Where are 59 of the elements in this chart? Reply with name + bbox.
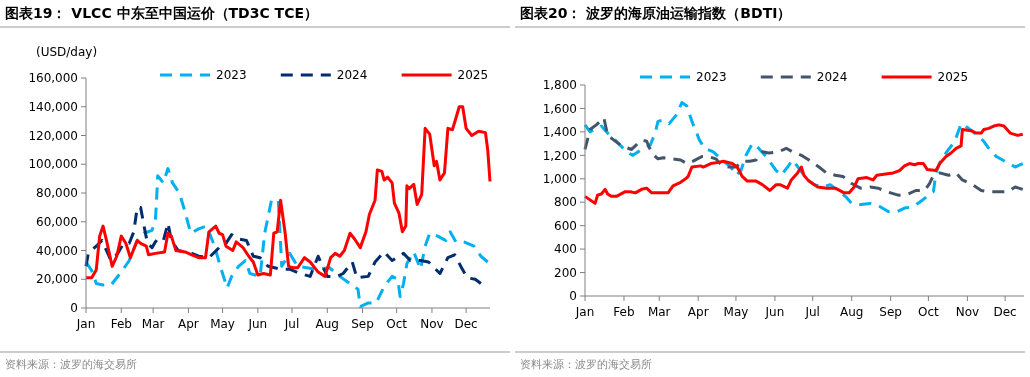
legend-label: 2024 bbox=[336, 68, 368, 83]
text: 资料来源：波罗的海交易所 bbox=[5, 358, 137, 371]
line-series bbox=[84, 205, 483, 286]
y-tick-label: 1,600 bbox=[542, 101, 577, 116]
x-tick-label: Apr bbox=[687, 305, 709, 319]
y-tick-label: 200 bbox=[554, 265, 577, 280]
x-tick-label: Nov bbox=[420, 317, 444, 331]
x-tick-label: Dec bbox=[993, 305, 1017, 319]
legend-label: 2023 bbox=[216, 68, 247, 83]
y-tick-label: 40,000 bbox=[36, 243, 78, 258]
y-tick-label: 0 bbox=[70, 301, 78, 316]
x-tick-label: Mar bbox=[647, 305, 671, 319]
x-tick-label: Jun bbox=[247, 317, 268, 331]
chart-title: 图表19： VLCC 中东至中国运价（TD3C TCE） bbox=[5, 5, 318, 21]
y-tick-label: 60,000 bbox=[36, 214, 78, 229]
x-tick-label: Jan bbox=[574, 305, 595, 319]
y-tick-label: 120,000 bbox=[28, 128, 78, 143]
x-tick-label: Nov bbox=[955, 305, 980, 319]
x-tick-label: Feb bbox=[110, 317, 132, 331]
x-tick-label: May bbox=[210, 317, 235, 331]
x-tick-label: Feb bbox=[613, 305, 635, 319]
chart-title: 图表20： 波罗的海原油运输指数（BDTI） bbox=[520, 5, 792, 21]
legend-label: 2025 bbox=[457, 68, 489, 83]
y-tick-label: 0 bbox=[569, 289, 577, 304]
y-tick-label: 160,000 bbox=[28, 71, 78, 86]
y-tick-label: 80,000 bbox=[36, 186, 78, 201]
text: 资料来源：波罗的海交易所 bbox=[520, 358, 652, 371]
x-tick-label: Sep bbox=[351, 317, 374, 331]
x-tick-label: Aug bbox=[839, 305, 864, 319]
legend-label: 2024 bbox=[816, 70, 848, 85]
y-tick-label: 1,800 bbox=[542, 78, 577, 93]
x-tick-label: Oct bbox=[386, 317, 408, 331]
x-tick-label: Jul bbox=[283, 317, 300, 331]
x-tick-label: Mar bbox=[141, 317, 165, 331]
y-tick-label: 100,000 bbox=[28, 157, 78, 172]
y-tick-label: 20,000 bbox=[36, 272, 78, 287]
x-tick-label: May bbox=[723, 305, 749, 319]
y-tick-label: 400 bbox=[554, 242, 577, 257]
y-tick-label: 1,000 bbox=[542, 171, 577, 186]
line-series bbox=[583, 123, 1025, 205]
y-tick-label: 800 bbox=[554, 195, 577, 210]
x-tick-label: Oct bbox=[918, 305, 940, 319]
line-series bbox=[583, 116, 1025, 197]
y-tick-label: 600 bbox=[554, 218, 577, 233]
y-tick-label: 1,200 bbox=[542, 148, 577, 163]
x-tick-label: Apr bbox=[178, 317, 199, 331]
line-series bbox=[84, 105, 492, 280]
line-series bbox=[583, 101, 1025, 214]
y-tick-label: 140,000 bbox=[28, 99, 78, 114]
y-tick-label: 1,400 bbox=[542, 125, 577, 140]
legend-label: 2025 bbox=[937, 70, 969, 85]
x-tick-label: Sep bbox=[879, 305, 902, 319]
x-tick-label: Jul bbox=[804, 305, 820, 319]
x-tick-label: Jan bbox=[75, 317, 96, 331]
y-axis-title: (USD/day) bbox=[36, 45, 98, 59]
x-tick-label: Dec bbox=[454, 317, 478, 331]
legend-label: 2023 bbox=[696, 70, 727, 85]
x-tick-label: Jun bbox=[764, 305, 785, 319]
x-tick-label: Aug bbox=[315, 317, 339, 331]
